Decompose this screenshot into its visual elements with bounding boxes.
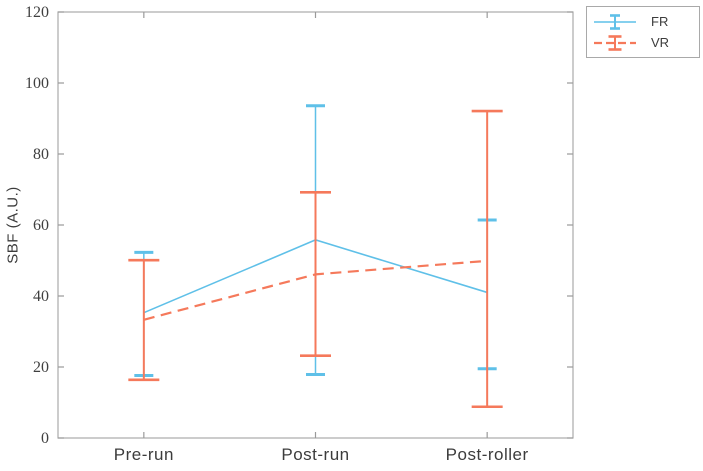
y-tick-label: 20 <box>33 359 49 376</box>
x-tick-label: Pre-run <box>114 445 174 464</box>
y-tick-label: 100 <box>25 75 49 92</box>
vr-errorbar-glyph-icon <box>594 34 636 51</box>
legend-label-fr: FR <box>651 14 669 29</box>
y-tick-label: 120 <box>25 4 49 21</box>
y-tick-label: 80 <box>33 146 49 163</box>
vr-series <box>128 109 503 409</box>
x-tick-label: Post-run <box>281 445 349 464</box>
legend-box: FR VR <box>586 6 700 58</box>
legend-item-vr[interactable]: VR <box>593 33 693 52</box>
y-axis-title: SBF (A.U.) <box>4 186 22 264</box>
y-tick-label: 40 <box>33 288 49 305</box>
legend-item-fr[interactable]: FR <box>593 12 693 31</box>
fr-errorbar-glyph-icon <box>594 13 636 30</box>
legend-label-vr: VR <box>651 35 670 50</box>
y-tick-label: 60 <box>33 217 49 234</box>
y-tick-label: 0 <box>41 430 49 447</box>
x-tick-label: Post-roller <box>446 445 529 464</box>
vr-line <box>143 259 488 321</box>
